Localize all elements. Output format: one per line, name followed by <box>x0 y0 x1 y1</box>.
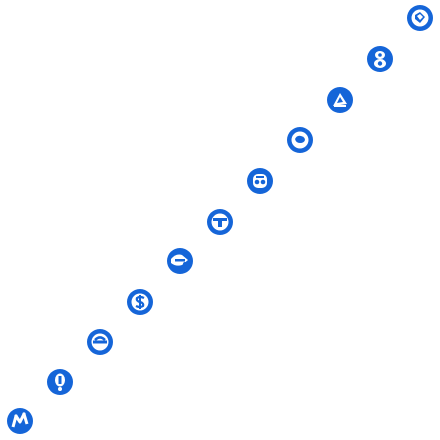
badge-icon-6[interactable] <box>206 208 234 236</box>
badge-icon-11[interactable] <box>6 407 34 435</box>
badge-icon-7[interactable] <box>166 247 194 275</box>
badge-icon-2[interactable] <box>366 45 394 73</box>
badge-icon-1[interactable] <box>406 4 434 32</box>
badge-icon-9[interactable] <box>86 328 114 356</box>
badge-icon-3[interactable] <box>326 86 354 114</box>
badge-icon-4[interactable] <box>286 126 314 154</box>
badge-icon-10[interactable] <box>46 368 74 396</box>
badge-icon-5[interactable] <box>246 167 274 195</box>
badge-icon-8[interactable] <box>126 288 154 316</box>
